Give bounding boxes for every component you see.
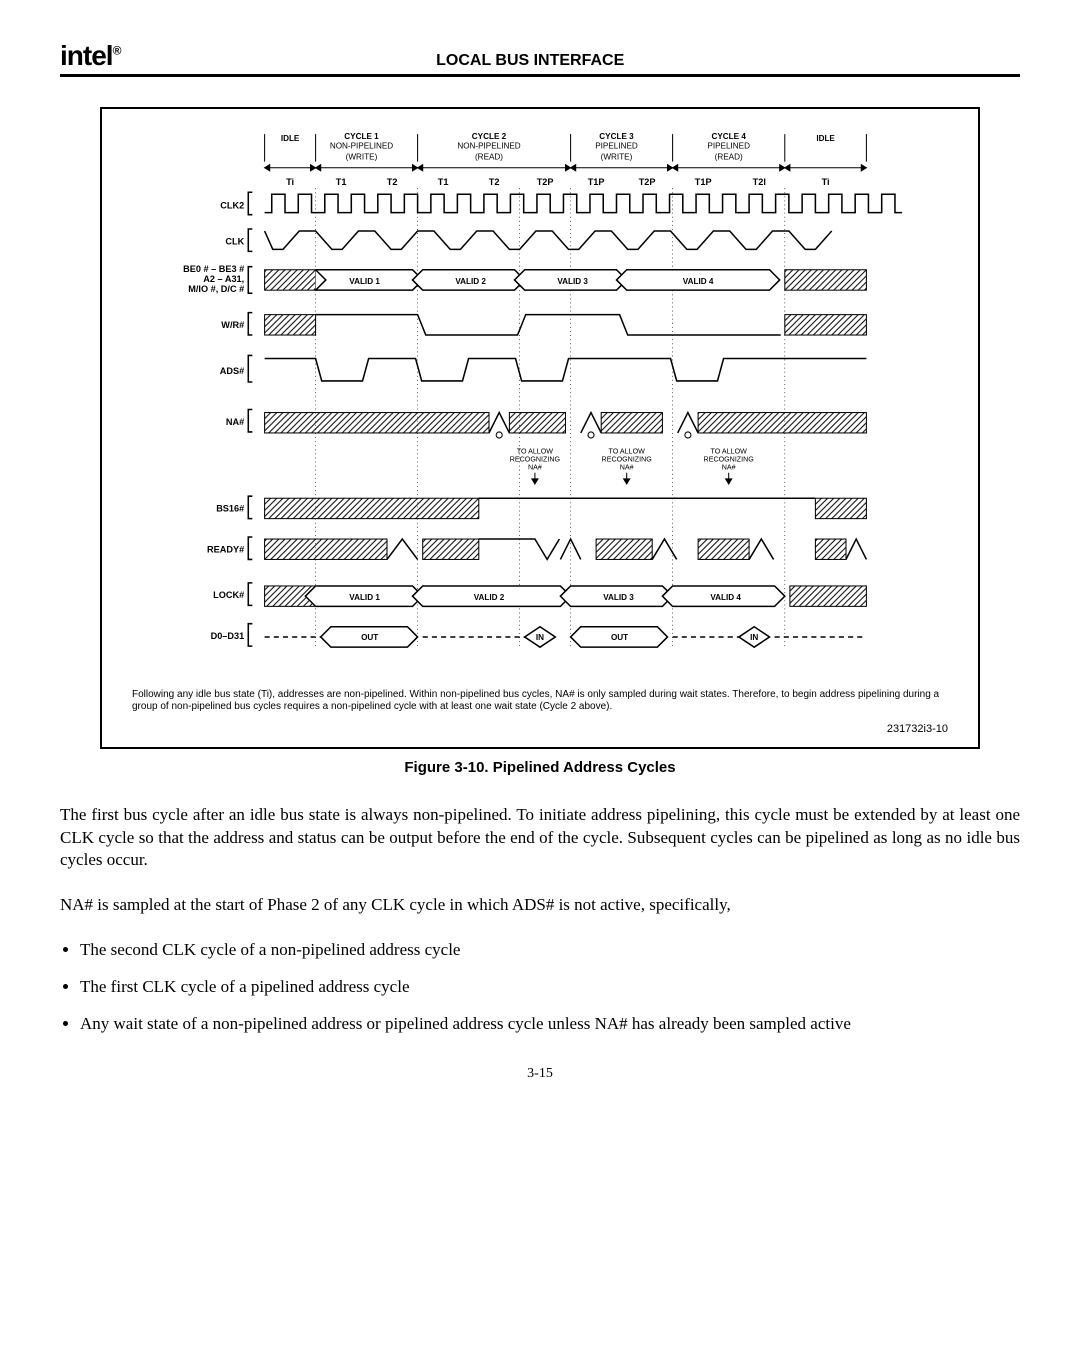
page-header: intel® LOCAL BUS INTERFACE	[60, 40, 1020, 77]
tick-T2b: T2	[489, 177, 500, 187]
wave-bs16	[265, 498, 867, 518]
paragraph-1: The first bus cycle after an idle bus st…	[60, 804, 1020, 873]
addr-valid4: VALID 4	[683, 277, 714, 286]
lock-v4: VALID 4	[710, 593, 741, 602]
sig-clk: CLK	[225, 236, 244, 246]
phase-idle2: IDLE	[816, 134, 835, 143]
phase-c2-type: (READ)	[475, 153, 503, 162]
addr-valid2: VALID 2	[455, 277, 486, 286]
wave-ready	[265, 539, 867, 559]
allow2-l2: RECOGNIZING	[602, 456, 653, 464]
lock-v2: VALID 2	[474, 593, 505, 602]
sig-data: D0–D31	[211, 631, 245, 641]
allow3-l2: RECOGNIZING	[704, 456, 755, 464]
allow3-l1: TO ALLOW	[711, 447, 748, 455]
allow1-l1: TO ALLOW	[517, 447, 554, 455]
phase-c4-sub: PIPELINED	[707, 141, 750, 150]
addr-valid1: VALID 1	[349, 277, 380, 286]
sig-bs16: BS16#	[216, 503, 244, 513]
figure-footnote: Following any idle bus state (Ti), addre…	[132, 689, 948, 713]
sig-ads: ADS#	[220, 366, 244, 376]
data-in1: IN	[536, 633, 544, 642]
sig-clk2: CLK2	[220, 201, 244, 211]
tick-T1b: T1	[438, 177, 449, 187]
wave-na	[265, 413, 867, 438]
wave-data: OUT IN OUT IN	[265, 627, 867, 647]
bullet-list: The second CLK cycle of a non-pipelined …	[60, 939, 1020, 1036]
allow1-l2: RECOGNIZING	[510, 456, 561, 464]
tick-T2: T2	[387, 177, 398, 187]
tick-T1Pb: T1P	[695, 177, 712, 187]
allow3-l3: NA#	[722, 464, 736, 472]
lock-v3: VALID 3	[603, 593, 634, 602]
phase-c2: CYCLE 2	[472, 132, 507, 141]
wave-addr: VALID 1 VALID 2 VALID 3 VALID 4	[265, 270, 867, 290]
phase-c1-sub: NON-PIPELINED	[330, 141, 393, 150]
wave-clk	[265, 231, 832, 249]
phase-idle: IDLE	[281, 134, 300, 143]
sig-na: NA#	[226, 417, 244, 427]
tick-T2Pb: T2P	[639, 177, 656, 187]
phase-c2-sub: NON-PIPELINED	[457, 141, 520, 150]
figure-caption: Figure 3-10. Pipelined Address Cycles	[60, 759, 1020, 776]
tick-T1: T1	[336, 177, 347, 187]
addr-valid3: VALID 3	[557, 277, 588, 286]
sig-addr-l3: M/IO #, D/C #	[188, 284, 244, 294]
allow2-l1: TO ALLOW	[609, 447, 646, 455]
allow2-l3: NA#	[620, 464, 634, 472]
data-in2: IN	[750, 633, 758, 642]
tick-T2I: T2I	[753, 177, 766, 187]
figure-reference-number: 231732i3-10	[132, 723, 948, 735]
data-out1: OUT	[361, 633, 378, 642]
wave-ads	[265, 358, 867, 380]
tick-Tib: Ti	[822, 177, 830, 187]
data-out2: OUT	[611, 633, 628, 642]
sig-lock: LOCK#	[213, 590, 244, 600]
paragraph-2: NA# is sampled at the start of Phase 2 o…	[60, 894, 1020, 917]
lock-v1: VALID 1	[349, 593, 380, 602]
phase-c1-type: (WRITE)	[346, 153, 378, 162]
wave-wr	[265, 315, 867, 335]
wave-clk2	[265, 194, 902, 212]
sig-ready: READY#	[207, 544, 244, 554]
phase-c3-type: (WRITE)	[601, 153, 633, 162]
header-title: LOCAL BUS INTERFACE	[40, 52, 1020, 70]
phase-c4-type: (READ)	[715, 153, 743, 162]
allow1-l3: NA#	[528, 464, 542, 472]
sig-addr-l1: BE0 # – BE3 #	[183, 264, 244, 274]
tick-T1P: T1P	[588, 177, 605, 187]
timing-diagram: IDLE CYCLE 1 NON-PIPELINED (WRITE) CYCLE…	[132, 129, 948, 670]
bullet-1: The second CLK cycle of a non-pipelined …	[80, 939, 1020, 962]
figure-box: IDLE CYCLE 1 NON-PIPELINED (WRITE) CYCLE…	[100, 107, 980, 749]
page-number: 3-15	[60, 1066, 1020, 1082]
bullet-2: The first CLK cycle of a pipelined addre…	[80, 976, 1020, 999]
sig-wr: W/R#	[221, 320, 244, 330]
phase-c4: CYCLE 4	[712, 132, 747, 141]
tick-T2P: T2P	[537, 177, 554, 187]
wave-lock: VALID 1 VALID 2 VALID 3 VALID 4	[265, 586, 867, 606]
phase-c3: CYCLE 3	[599, 132, 634, 141]
phase-c1: CYCLE 1	[344, 132, 379, 141]
sig-addr-l2: A2 – A31,	[203, 274, 244, 284]
tick-Ti: Ti	[286, 177, 294, 187]
bullet-3: Any wait state of a non-pipelined addres…	[80, 1013, 1020, 1036]
phase-c3-sub: PIPELINED	[595, 141, 638, 150]
